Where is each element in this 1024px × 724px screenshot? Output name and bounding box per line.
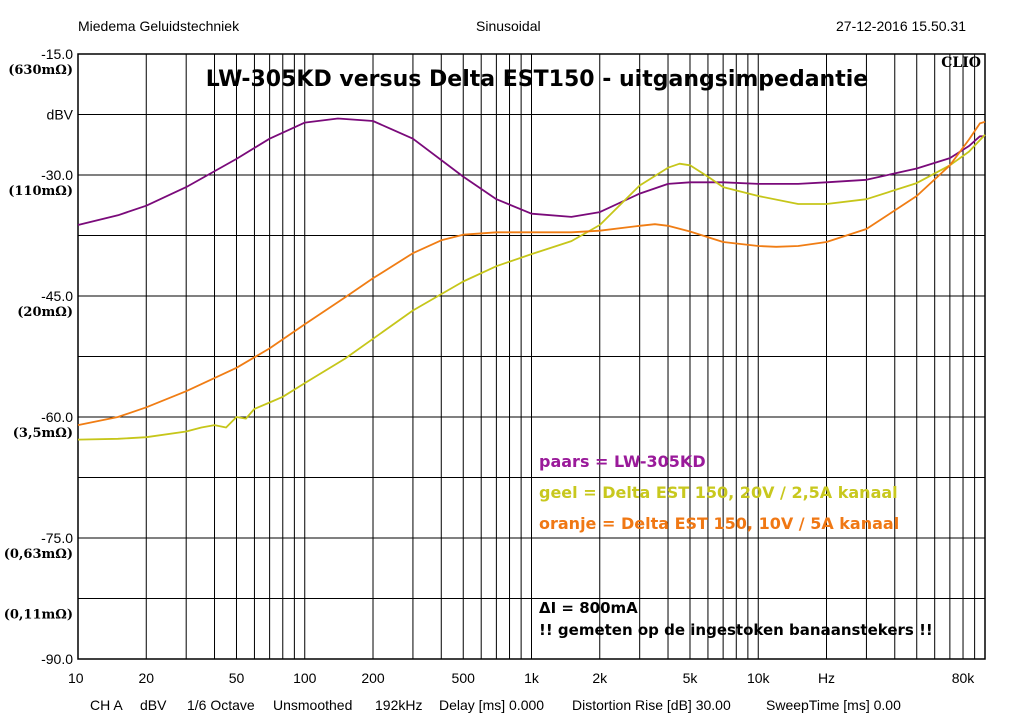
x-tick-label: Hz [818, 670, 835, 686]
brand-logo: CLIO [941, 55, 981, 71]
y-tick-label: dBV [47, 107, 74, 123]
legend-purple: paars = LW-305KD [539, 452, 706, 471]
x-tick-label: 5k [683, 670, 699, 686]
legend-orange: oranje = Delta EST 150, 10V / 5A kanaal [539, 514, 900, 533]
x-tick-label: 10 [68, 670, 84, 686]
legend-yellow: geel = Delta EST 150, 20V / 2,5A kanaal [539, 483, 898, 502]
y-impedance-label: (110mΩ) [8, 184, 73, 199]
x-tick-label: 500 [452, 670, 476, 686]
y-tick-label: -45.0 [41, 288, 73, 304]
x-tick-label: 20 [138, 670, 154, 686]
x-tick-label: 100 [293, 670, 317, 686]
footer-sweeptime: SweepTime [ms] 0.00 [766, 697, 901, 713]
footer-smoothing: 1/6 Octave [187, 697, 255, 713]
note-delta-current: ΔI = 800mA [539, 599, 638, 617]
footer-distortion: Distortion Rise [dB] 30.00 [572, 697, 731, 713]
y-impedance-label: (20mΩ) [17, 305, 73, 320]
x-tick-label: 1k [524, 670, 540, 686]
plot-frame [77, 53, 986, 660]
y-impedance-label: (630mΩ) [8, 63, 73, 78]
footer-smoothed: Unsmoothed [273, 697, 353, 713]
series-line-geel [77, 134, 986, 441]
x-tick-label: 200 [361, 670, 385, 686]
y-impedance-label: (0,63mΩ) [4, 547, 73, 562]
series-line-oranje [77, 120, 986, 426]
x-tick-label: 2k [592, 670, 608, 686]
note-warning: !! gemeten op de ingestoken banaansteker… [539, 621, 933, 639]
y-tick-label: -30.0 [41, 167, 73, 183]
y-impedance-label: (3,5mΩ) [13, 426, 73, 441]
footer-rate: 192kHz [375, 697, 423, 713]
header-signal-type: Sinusoidal [476, 18, 541, 34]
y-tick-label: -60.0 [41, 409, 73, 425]
series-line-paars [77, 117, 985, 226]
header-datetime: 27-12-2016 15.50.31 [836, 18, 966, 34]
header-company: Miedema Geluidstechniek [78, 18, 240, 34]
chart-title: LW-305KD versus Delta EST150 - uitgangsi… [206, 67, 868, 92]
footer-channel: CH A [90, 697, 123, 713]
y-tick-label: -75.0 [41, 530, 73, 546]
x-tick-label: 50 [229, 670, 245, 686]
y-tick-label: -15.0 [41, 46, 73, 62]
x-tick-label: 80k [952, 670, 976, 686]
y-tick-label: -90.0 [41, 651, 73, 667]
y-impedance-label: (0,11mΩ) [4, 608, 73, 623]
x-tick-label: 10k [747, 670, 771, 686]
footer-unit: dBV [140, 697, 167, 713]
footer-delay: Delay [ms] 0.000 [439, 697, 545, 713]
